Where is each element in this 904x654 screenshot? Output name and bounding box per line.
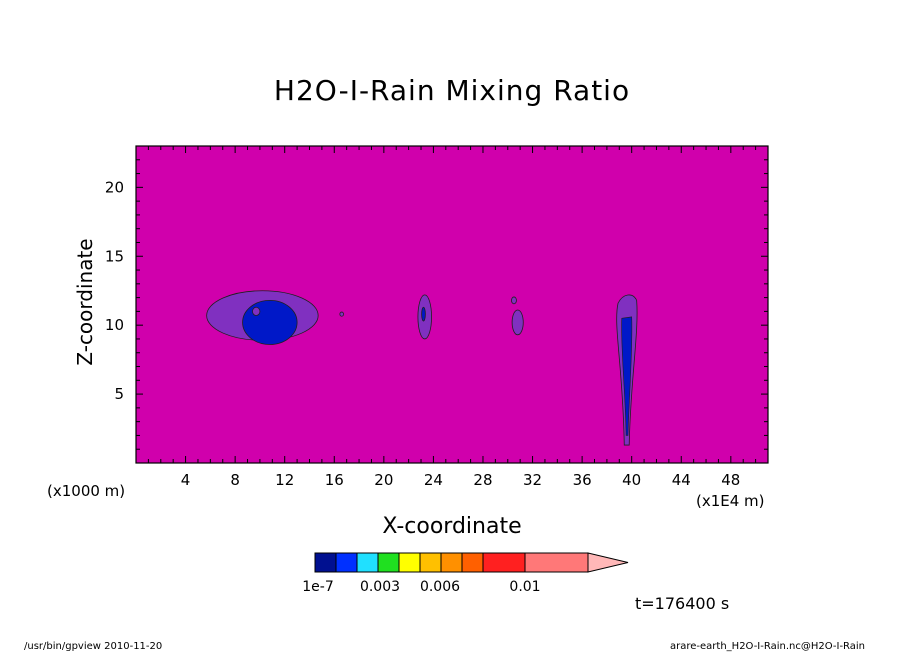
x-tick-label: 44 — [672, 471, 691, 489]
colorbar-swatch — [335, 552, 358, 573]
x-unit-left: (x1000 m) — [47, 482, 126, 500]
colorbar-extension — [587, 552, 629, 573]
x-tick-label: 16 — [325, 471, 344, 489]
contour-blob-31 — [511, 309, 524, 336]
y-axis-label: Z-coordinate — [73, 238, 97, 366]
footer-right: arare-earth_H2O-I-Rain.nc@H2O-I-Rain — [670, 641, 866, 652]
colorbar-swatch — [482, 552, 526, 573]
x-unit-right: (x1E4 m) — [696, 492, 765, 510]
contour-blob-8-13-core — [252, 306, 261, 316]
colorbar-swatch — [419, 552, 442, 573]
y-tick-label: 5 — [114, 385, 124, 403]
colorbar-tick-label: 1e-7 — [302, 579, 333, 595]
colorbar-swatch — [377, 552, 400, 573]
colorbar-swatch — [356, 552, 379, 573]
contour-blob-8-13-inner — [242, 299, 298, 345]
footer-left: /usr/bin/gpview 2010-11-20 — [24, 641, 163, 652]
x-tick-label: 12 — [275, 471, 294, 489]
x-tick-label: 20 — [374, 471, 393, 489]
colorbar-swatch — [440, 552, 463, 573]
x-tick-label: 32 — [523, 471, 542, 489]
colorbar-swatch — [314, 552, 337, 573]
contour-blob-23-core — [421, 306, 426, 322]
colorbar-tick-label: 0.01 — [509, 579, 540, 595]
time-label: t=176400 s — [635, 594, 730, 613]
x-tick-label: 4 — [181, 471, 191, 489]
chart-title: H2O-I-Rain Mixing Ratio — [273, 74, 631, 107]
contour-column-39-inner — [621, 316, 633, 436]
colorbar-swatch — [398, 552, 421, 573]
colorbar-tick-label: 0.003 — [360, 579, 400, 595]
x-tick-label: 48 — [721, 471, 740, 489]
contour-dot-16 — [339, 311, 344, 317]
plot-frame — [135, 145, 769, 464]
colorbar-swatch — [524, 552, 589, 573]
x-axis-label: X-coordinate — [382, 514, 522, 539]
colorbar-swatch — [461, 552, 484, 573]
contour-blob-31-top — [511, 296, 517, 305]
x-tick-label: 36 — [573, 471, 592, 489]
y-tick-label: 20 — [105, 178, 124, 196]
x-tick-label: 8 — [230, 471, 240, 489]
x-tick-label: 40 — [622, 471, 641, 489]
y-tick-label: 10 — [105, 316, 124, 334]
x-tick-label: 24 — [424, 471, 443, 489]
x-tick-label: 28 — [473, 471, 492, 489]
colorbar-tick-label: 0.006 — [420, 579, 460, 595]
y-tick-label: 15 — [105, 247, 124, 265]
